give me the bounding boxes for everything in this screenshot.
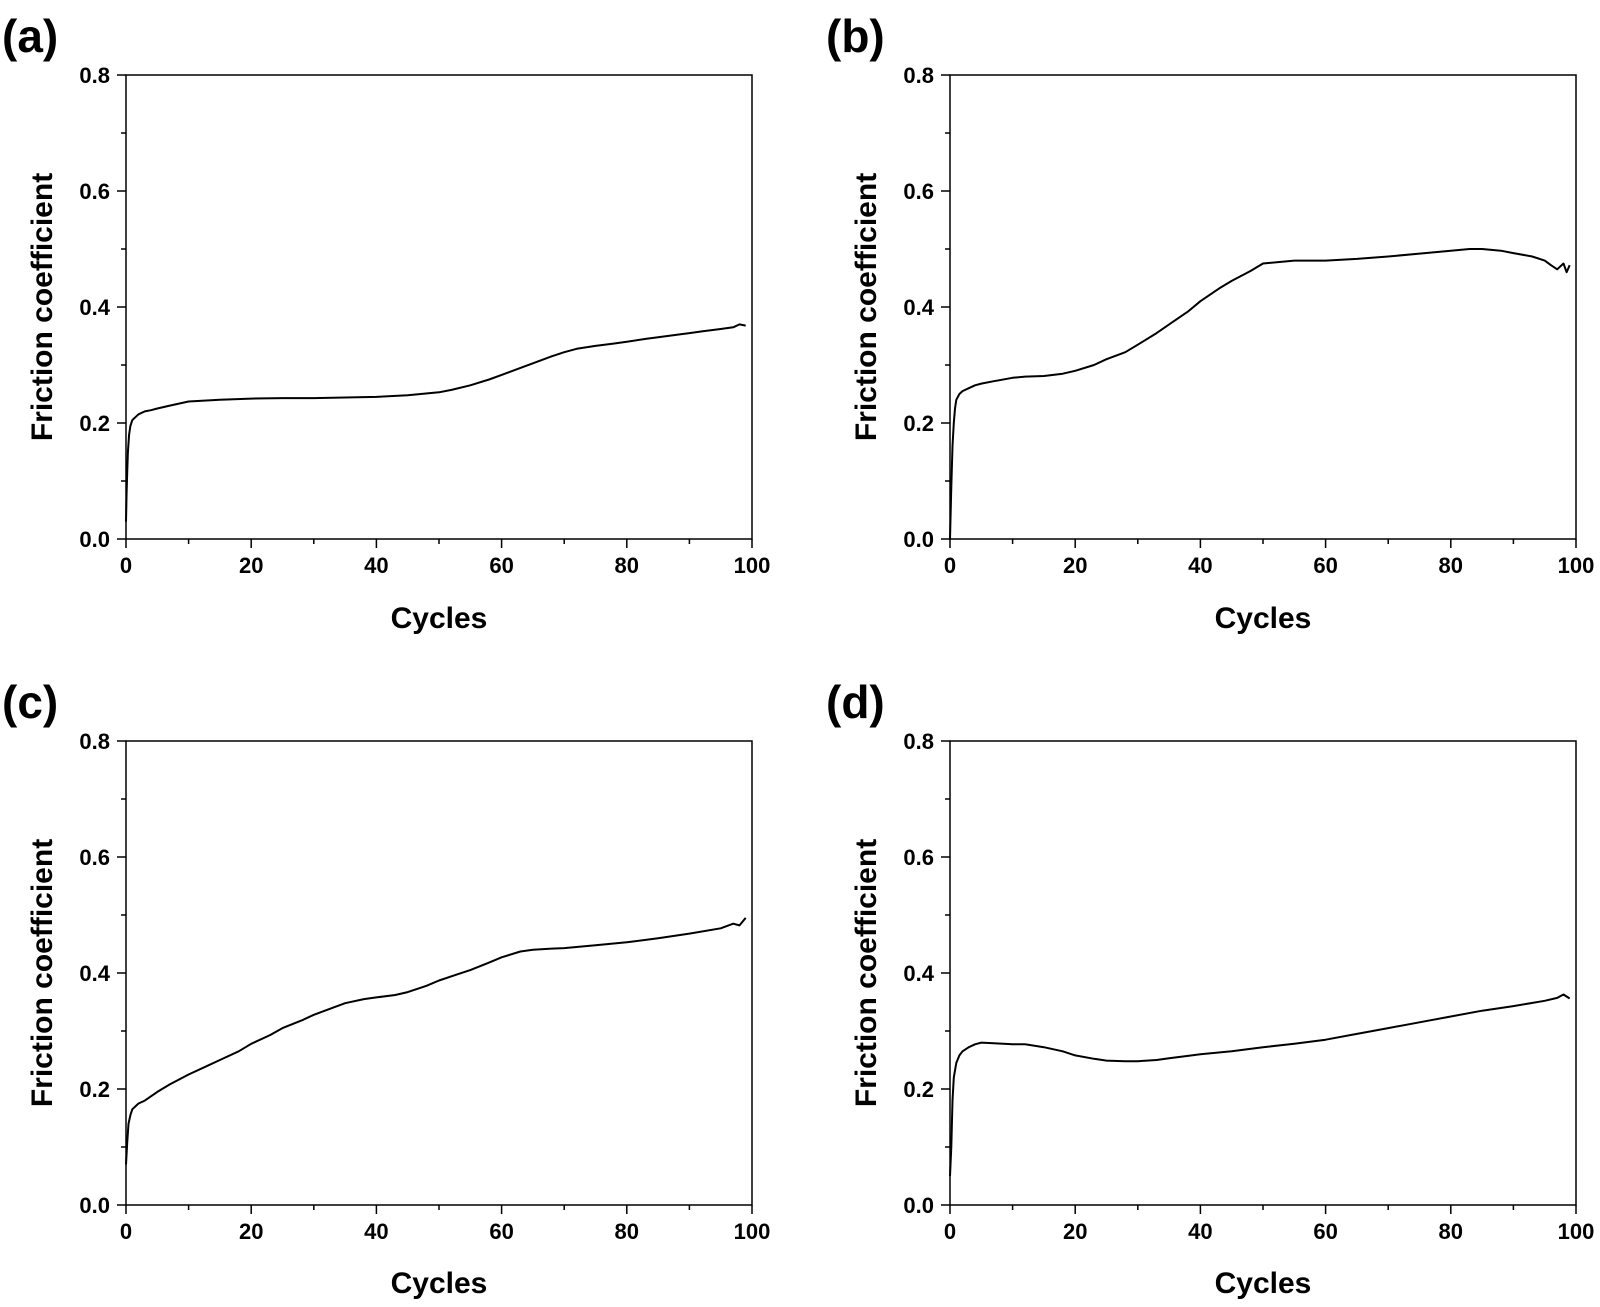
- y-tick-label: 0.0: [903, 527, 934, 552]
- x-axis-b: 0 20 40 60 80 100: [944, 539, 1594, 578]
- x-tick-label: 80: [1439, 1219, 1463, 1244]
- x-tick-label: 40: [1188, 553, 1212, 578]
- x-tick-label: 0: [120, 1219, 132, 1244]
- x-tick-label: 60: [489, 1219, 513, 1244]
- y-axis-title-b: Friction coefficient: [850, 173, 883, 441]
- x-tick-label: 80: [615, 553, 639, 578]
- y-axis-b: 0.0 0.2 0.4 0.6 0.8: [903, 63, 950, 552]
- x-tick-label: 60: [489, 553, 513, 578]
- y-axis-a: 0.0 0.2 0.4 0.6 0.8: [79, 63, 126, 552]
- y-tick-label: 0.4: [903, 295, 934, 320]
- panel-label-b: (b): [826, 10, 885, 62]
- y-tick-label: 0.6: [903, 845, 934, 870]
- x-tick-label: 0: [944, 1219, 956, 1244]
- y-tick-label: 0.6: [79, 179, 110, 204]
- x-tick-label: 100: [734, 553, 771, 578]
- y-tick-label: 0.2: [79, 1077, 110, 1102]
- x-tick-label: 0: [944, 553, 956, 578]
- x-axis-title-d: Cycles: [1215, 1267, 1312, 1300]
- y-axis-title-a: Friction coefficient: [26, 173, 59, 441]
- panel-b: (b) 0 20 40 60 80 100 0.00.20.40.60.8 Cycles …: [826, 10, 1594, 635]
- series-line-b: [949, 248, 1571, 540]
- y-axis-title-c: Friction coefficient: [26, 839, 59, 1107]
- y-axis-title-d: Friction coefficient: [850, 839, 883, 1107]
- series-line-a: [125, 323, 746, 522]
- x-tick-label: 60: [1313, 1219, 1337, 1244]
- y-tick-label: 0.6: [903, 179, 934, 204]
- panel-d: (d) 0 20 40 60 80 100 0.00.20.40.60.8 Cycles …: [826, 676, 1594, 1300]
- y-tick-label: 0.4: [79, 295, 110, 320]
- panel-c: (c) 0 20 40 60 80 100 0.00.20.40.60.8 Cycles …: [2, 676, 770, 1300]
- x-axis-a: 0 20 40 60 80 100: [120, 539, 770, 578]
- x-tick-label: 20: [239, 553, 263, 578]
- series-line-d: [949, 993, 1571, 1177]
- x-tick-label: 80: [615, 1219, 639, 1244]
- panel-a: (a) 0 20 40 60 80 100 0.00.20.40.60.8 Cycles …: [2, 10, 770, 635]
- y-tick-label: 0.0: [79, 1193, 110, 1218]
- y-tick-label: 0.0: [79, 527, 110, 552]
- x-tick-label: 100: [734, 1219, 771, 1244]
- panel-label-d: (d): [826, 676, 885, 728]
- x-axis-title-b: Cycles: [1215, 602, 1312, 635]
- y-tick-label: 0.4: [79, 961, 110, 986]
- x-axis-d: 0 20 40 60 80 100: [944, 1205, 1594, 1244]
- y-tick-label: 0.2: [903, 1077, 934, 1102]
- y-tick-label: 0.0: [903, 1193, 934, 1218]
- x-tick-label: 20: [1063, 1219, 1087, 1244]
- y-axis-c: 0.0 0.2 0.4 0.6 0.8: [79, 729, 126, 1218]
- x-tick-label: 40: [364, 1219, 388, 1244]
- x-tick-label: 100: [1558, 1219, 1595, 1244]
- x-axis-c: 0 20 40 60 80 100: [120, 1205, 770, 1244]
- x-tick-label: 60: [1313, 553, 1337, 578]
- series-line-c: [125, 917, 747, 1165]
- x-axis-title-c: Cycles: [391, 1267, 488, 1300]
- x-tick-label: 40: [364, 553, 388, 578]
- x-axis-title-a: Cycles: [391, 602, 488, 635]
- x-tick-label: 100: [1558, 553, 1595, 578]
- y-tick-label: 0.8: [903, 729, 934, 754]
- y-tick-label: 0.8: [79, 729, 110, 754]
- y-tick-label: 0.8: [79, 63, 110, 88]
- x-tick-label: 20: [1063, 553, 1087, 578]
- y-tick-label: 0.4: [903, 961, 934, 986]
- y-axis-d: 0.0 0.2 0.4 0.6 0.8: [903, 729, 950, 1218]
- y-tick-label: 0.8: [903, 63, 934, 88]
- y-tick-label: 0.2: [79, 411, 110, 436]
- x-tick-label: 0: [120, 553, 132, 578]
- y-tick-label: 0.2: [903, 411, 934, 436]
- x-tick-label: 40: [1188, 1219, 1212, 1244]
- y-tick-label: 0.6: [79, 845, 110, 870]
- panel-label-c: (c): [2, 676, 58, 728]
- x-tick-label: 80: [1439, 553, 1463, 578]
- x-tick-label: 20: [239, 1219, 263, 1244]
- panel-label-a: (a): [2, 10, 58, 62]
